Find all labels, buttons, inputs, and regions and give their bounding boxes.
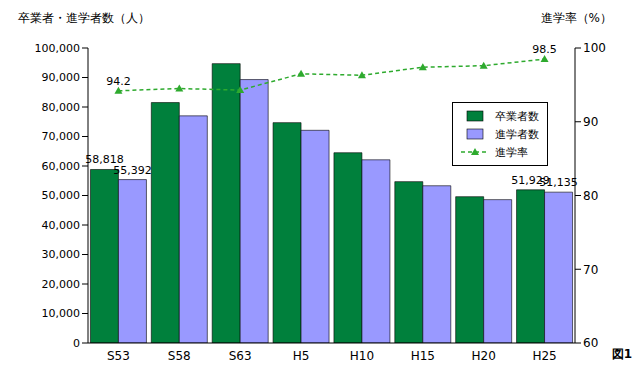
- svg-text:10,000: 10,000: [42, 307, 81, 320]
- svg-text:60,000: 60,000: [42, 160, 81, 173]
- html-text:図1: 図1: [611, 347, 632, 361]
- svg-text:20,000: 20,000: [42, 278, 81, 291]
- svg-text:94.2: 94.2: [106, 75, 131, 88]
- html-text:進学率: 進学率: [495, 145, 528, 159]
- svg-text:S63: S63: [229, 349, 252, 363]
- svg-text:H20: H20: [472, 349, 496, 363]
- svg-text:98.5: 98.5: [532, 43, 557, 56]
- svg-text:80,000: 80,000: [42, 101, 81, 114]
- svg-text:90: 90: [583, 115, 598, 129]
- svg-text:51,135: 51,135: [539, 176, 578, 189]
- svg-text:100: 100: [583, 41, 606, 55]
- html-text:進学者数: 進学者数: [495, 127, 539, 141]
- svg-text:S58: S58: [168, 349, 191, 363]
- svg-text:50,000: 50,000: [42, 189, 81, 202]
- svg-text:60: 60: [583, 336, 598, 350]
- svg-text:70,000: 70,000: [42, 130, 81, 143]
- svg-text:H15: H15: [411, 349, 435, 363]
- svg-text:80: 80: [583, 189, 598, 203]
- svg-text:70: 70: [583, 263, 598, 277]
- svg-text:H5: H5: [293, 349, 310, 363]
- html-text:卒業者・進学者数（人）: 卒業者・進学者数（人）: [18, 11, 150, 25]
- svg-text:S53: S53: [107, 349, 130, 363]
- svg-text:51,929: 51,929: [511, 173, 550, 187]
- html-text:卒業者数: 卒業者数: [495, 109, 539, 123]
- html-text:進学率（%）: 進学率（%）: [540, 11, 612, 25]
- svg-text:H10: H10: [350, 349, 374, 363]
- svg-text:58,818: 58,818: [85, 153, 124, 167]
- svg-text:100,000: 100,000: [35, 42, 81, 55]
- svg-text:40,000: 40,000: [42, 219, 81, 232]
- svg-text:55,392: 55,392: [113, 164, 152, 177]
- svg-text:90,000: 90,000: [42, 71, 81, 84]
- svg-text:30,000: 30,000: [42, 248, 81, 261]
- svg-text:0: 0: [73, 337, 80, 350]
- svg-text:H25: H25: [532, 349, 556, 363]
